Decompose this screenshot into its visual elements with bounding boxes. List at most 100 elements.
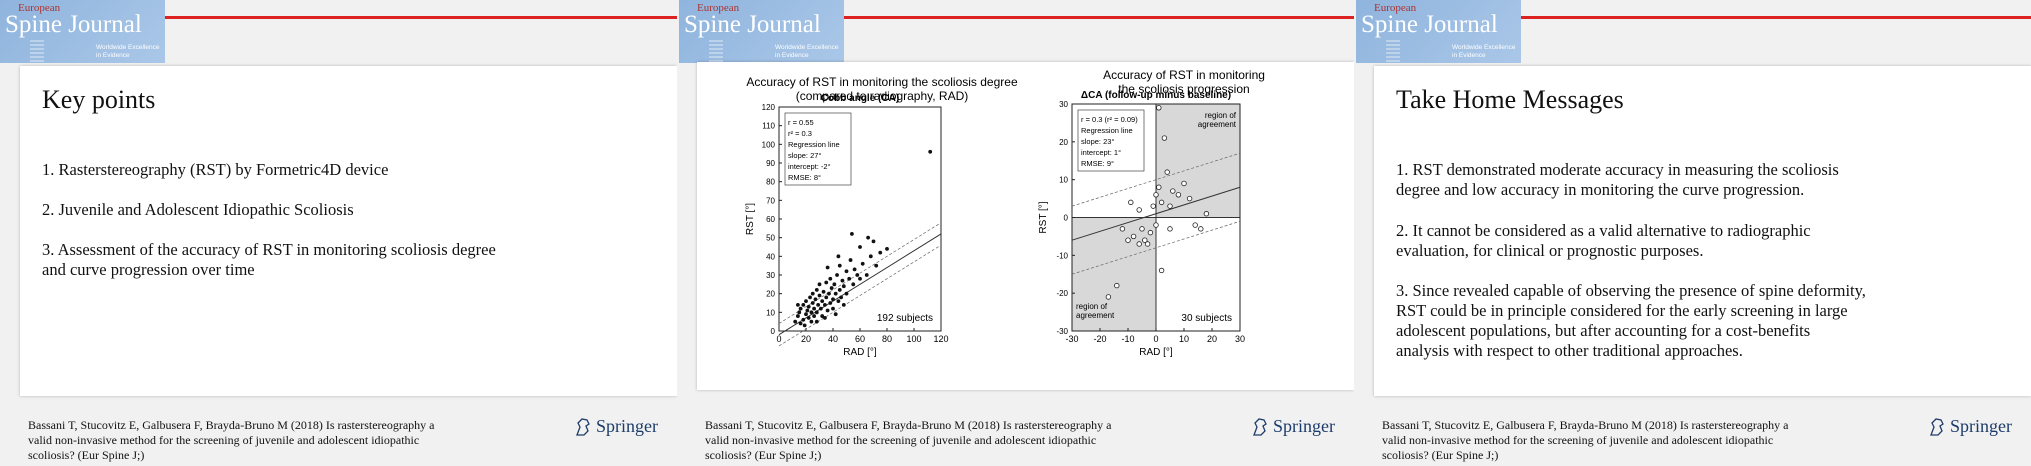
springer-horse-icon xyxy=(1253,417,1267,436)
slide-title: Take Home Messages xyxy=(1396,85,1624,114)
data-point xyxy=(1153,192,1159,198)
x-tick-label: 0 xyxy=(1153,334,1158,344)
springer-logo: Springer xyxy=(1928,416,2012,437)
data-point xyxy=(858,245,862,249)
y-tick-label: 30 xyxy=(766,271,775,280)
ci-lower xyxy=(1071,220,1241,275)
data-point xyxy=(817,282,822,287)
stats-line: RMSE: 8° xyxy=(788,173,821,182)
data-point xyxy=(1128,199,1134,206)
data-point xyxy=(841,302,846,307)
data-point xyxy=(1161,135,1168,141)
data-point xyxy=(828,301,833,305)
data-point xyxy=(837,263,842,268)
x-tick-label: 40 xyxy=(828,334,838,344)
y-axis-label: RST [°] xyxy=(1038,201,1049,233)
subjects-label: 192 subjects xyxy=(877,313,933,324)
stats-box xyxy=(1077,109,1145,172)
data-point xyxy=(868,254,873,259)
data-point xyxy=(860,261,865,266)
data-point xyxy=(1203,211,1210,217)
data-point xyxy=(1175,192,1182,198)
data-point xyxy=(818,306,823,311)
data-point xyxy=(1181,180,1187,187)
data-point xyxy=(820,299,825,304)
spine-graphic xyxy=(1386,40,1400,62)
data-point xyxy=(801,317,806,322)
stats-line: intercept: -2° xyxy=(788,162,831,171)
data-point xyxy=(804,299,808,304)
data-point xyxy=(797,310,802,315)
x-tick-label: -10 xyxy=(1121,334,1134,344)
data-point xyxy=(806,316,811,320)
data-point xyxy=(836,299,841,304)
x-tick-label: 30 xyxy=(1235,334,1245,344)
data-point xyxy=(802,323,807,328)
data-point xyxy=(874,263,879,268)
springer-logo: Springer xyxy=(1251,416,1335,437)
data-point xyxy=(1142,237,1148,243)
data-point xyxy=(821,289,826,294)
charts-figure: Accuracy of RST in monitoring the scolio… xyxy=(745,68,1265,358)
data-point xyxy=(839,295,843,300)
left-heading-line-1: Accuracy of RST in monitoring the scolio… xyxy=(746,75,1018,89)
data-point xyxy=(840,278,845,283)
data-point xyxy=(814,288,819,292)
logo-journal-text: Spine Journal xyxy=(5,11,142,38)
x-tick-label: 20 xyxy=(801,334,811,344)
data-point xyxy=(855,273,860,277)
y-axis-label: RST [°] xyxy=(745,203,756,235)
message-2: 2. It cannot be considered as a valid al… xyxy=(1396,221,1811,260)
x-tick-label: 20 xyxy=(1207,334,1217,344)
journal-logo: European Spine Journal Worldwide Excelle… xyxy=(679,0,844,63)
data-point xyxy=(1125,237,1131,243)
data-point xyxy=(858,276,862,281)
slide-take-home: European Spine Journal Worldwide Excelle… xyxy=(1354,0,2031,466)
key-point-1: 1. Rasterstereography (RST) by Formetric… xyxy=(42,160,389,179)
data-point xyxy=(1153,222,1159,228)
stats-line: Regression line xyxy=(788,140,840,149)
slide-title: Key points xyxy=(42,85,156,114)
y-tick-label: 20 xyxy=(1059,138,1068,147)
stats-line: Regression line xyxy=(1081,126,1133,135)
y-tick-label: 20 xyxy=(766,290,775,299)
chart-panel: Accuracy of RST in monitoring the scolio… xyxy=(697,62,1354,390)
regression-line xyxy=(1071,186,1241,241)
data-point xyxy=(1186,195,1193,202)
data-point xyxy=(827,291,831,296)
data-point xyxy=(798,321,803,326)
stats-line: intercept: 1° xyxy=(1081,148,1121,157)
data-point xyxy=(885,246,889,251)
data-point xyxy=(823,302,827,307)
region-label-bottom-1: region of xyxy=(1076,302,1108,311)
logo-tagline: Worldwide Excellence in Evidence xyxy=(1452,44,1516,59)
region-label-bottom-2: agreement xyxy=(1076,311,1115,320)
data-point xyxy=(1164,169,1170,175)
data-point xyxy=(1139,226,1145,232)
data-point xyxy=(1130,233,1137,240)
data-point xyxy=(835,273,839,277)
x-tick-label: 100 xyxy=(906,334,921,344)
y-tick-label: 60 xyxy=(766,215,775,224)
x-tick-label: -20 xyxy=(1093,334,1106,344)
data-point xyxy=(810,301,815,305)
slide-key-points: European Spine Journal Worldwide Excelle… xyxy=(0,0,677,466)
right-heading-line-2: the scoliosis progression xyxy=(1118,82,1249,96)
data-point xyxy=(808,295,812,300)
spine-graphic xyxy=(709,40,723,62)
logo-tagline: Worldwide Excellence in Evidence xyxy=(96,44,160,59)
data-point xyxy=(1170,188,1176,194)
data-point xyxy=(806,304,811,309)
left-heading-line-2: (compared to radiography, RAD) xyxy=(796,89,969,103)
data-point xyxy=(798,306,803,311)
content-panel: Key points 1. Rasterstereography (RST) b… xyxy=(20,66,677,396)
data-point xyxy=(825,265,830,270)
data-point xyxy=(851,282,856,287)
data-point xyxy=(809,310,814,315)
delta-ca-chart: ΔCA (follow-up minus baseline) -30 -20 -10 0… xyxy=(1038,90,1245,358)
subjects-label: 30 subjects xyxy=(1181,313,1232,324)
data-point xyxy=(866,235,870,240)
message-1: 1. RST demonstrated moderate accuracy in… xyxy=(1396,160,1839,199)
message-3: 3. Since revealed capable of observing t… xyxy=(1396,281,1866,360)
data-point xyxy=(801,302,806,307)
